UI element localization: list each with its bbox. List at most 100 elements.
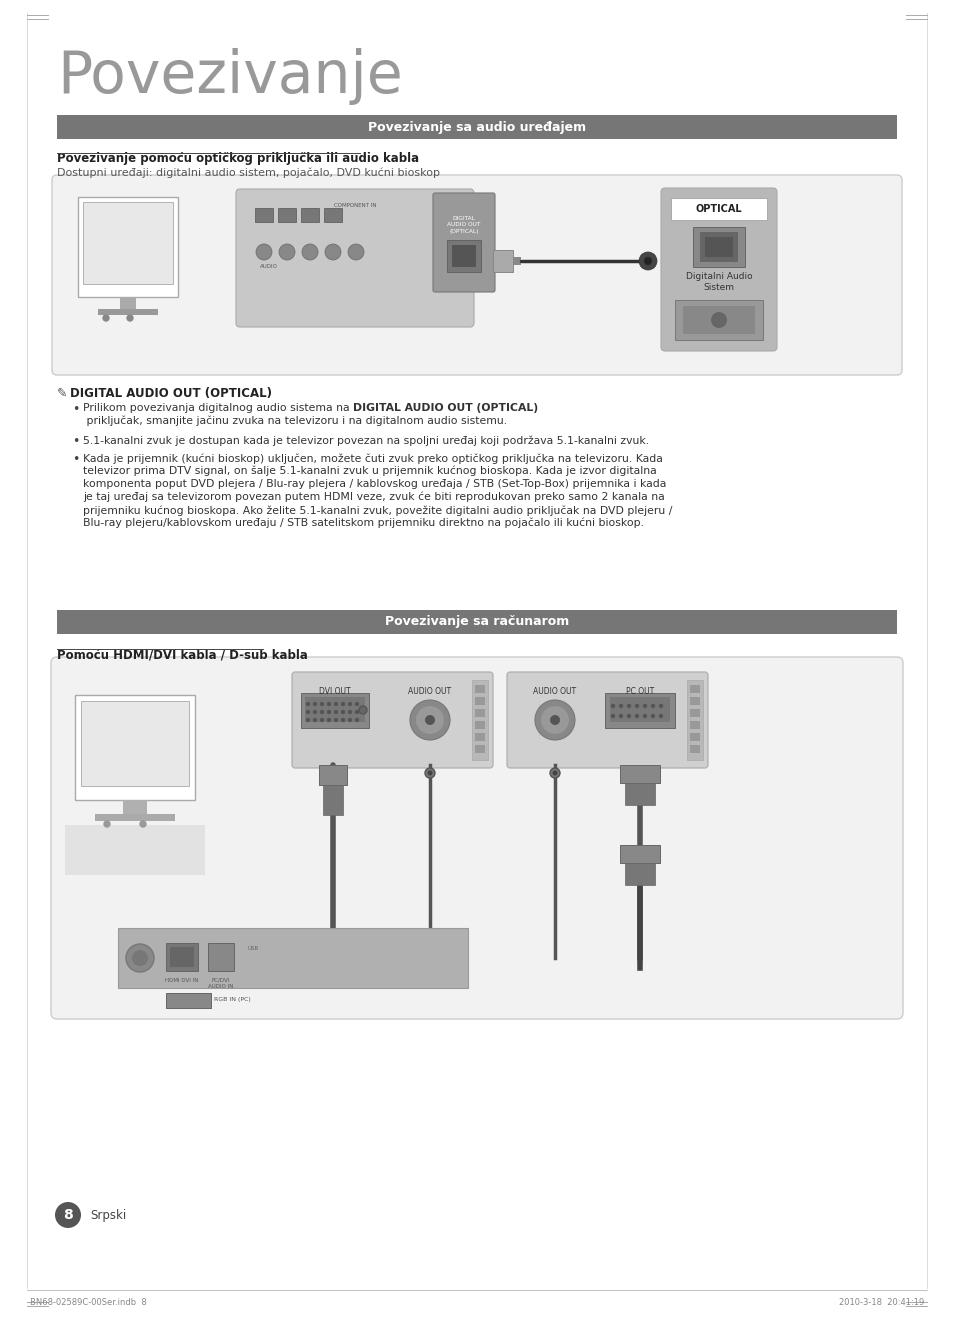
Circle shape [643,258,651,266]
Bar [318,765,347,785]
Bar [81,701,189,786]
Text: 2010-3-18  20:41:19: 2010-3-18 20:41:19 [838,1299,923,1306]
Bar [619,765,659,783]
Bar [686,680,702,760]
Circle shape [306,703,309,705]
Circle shape [314,711,316,713]
Bar [166,943,198,971]
Circle shape [535,700,575,740]
Circle shape [552,770,557,775]
Circle shape [635,704,638,708]
Bar [78,197,178,297]
Circle shape [127,314,132,321]
Circle shape [348,703,351,705]
Circle shape [278,244,294,260]
Text: AUDIO OUT: AUDIO OUT [533,687,576,696]
Circle shape [320,703,323,705]
Bar [689,697,700,705]
Text: OPTICAL: OPTICAL [695,203,741,214]
Circle shape [427,770,432,775]
Circle shape [320,711,323,713]
Text: DIGITAL AUDIO OUT (OPTICAL): DIGITAL AUDIO OUT (OPTICAL) [353,403,537,413]
Text: PC/DVI
AUDIO IN: PC/DVI AUDIO IN [208,978,233,989]
Text: Digitalni Audio
Sistem: Digitalni Audio Sistem [685,272,752,292]
Bar [493,250,513,272]
Bar [700,232,738,262]
Bar [301,694,369,728]
Text: Blu-ray plejeru/kablovskom uređaju / STB satelitskom prijemniku direktno na poja: Blu-ray plejeru/kablovskom uređaju / STB… [83,518,643,528]
Bar [324,207,341,222]
Bar [692,227,744,267]
Text: ✎: ✎ [57,387,68,400]
Bar [624,783,655,804]
FancyBboxPatch shape [292,672,493,768]
Bar [277,207,295,222]
Text: •: • [71,403,79,416]
Circle shape [639,252,657,269]
Text: 5.1-kanalni zvuk je dostupan kada je televizor povezan na spoljni uređaj koji po: 5.1-kanalni zvuk je dostupan kada je tel… [83,435,648,445]
Circle shape [327,703,330,705]
Text: AUDIO: AUDIO [260,264,277,269]
Text: DIGITAL AUDIO OUT (OPTICAL): DIGITAL AUDIO OUT (OPTICAL) [70,387,272,400]
Circle shape [651,704,654,708]
FancyBboxPatch shape [506,672,707,768]
Circle shape [550,768,559,778]
Circle shape [410,700,450,740]
Circle shape [550,715,559,725]
Circle shape [618,704,622,708]
Circle shape [643,704,646,708]
Circle shape [540,705,568,734]
Bar [475,721,484,729]
Circle shape [651,715,654,717]
Bar [609,697,669,723]
Bar [689,721,700,729]
Bar [475,686,484,694]
Bar [170,947,193,967]
Bar [689,733,700,741]
Circle shape [659,715,661,717]
Circle shape [627,715,630,717]
Circle shape [355,711,358,713]
Bar [57,115,896,139]
Bar [323,785,343,815]
Bar [475,745,484,753]
Circle shape [659,704,661,708]
Bar [305,697,365,723]
Bar [57,610,896,634]
Text: Kada je prijemnik (kućni bioskop) uključen, možete čuti zvuk preko optičkog prik: Kada je prijemnik (kućni bioskop) uključ… [83,453,662,464]
Circle shape [355,703,358,705]
FancyBboxPatch shape [433,193,495,292]
Text: Srpski: Srpski [90,1209,126,1222]
Circle shape [611,704,614,708]
Text: RGB IN (PC): RGB IN (PC) [213,997,251,1003]
Text: komponenta poput DVD plejera / Blu-ray plejera / kablovskog uređaja / STB (Set-T: komponenta poput DVD plejera / Blu-ray p… [83,480,666,489]
Text: prijemniku kućnog bioskopa. Ako želite 5.1-kanalni zvuk, povežite digitalni audi: prijemniku kućnog bioskopa. Ako želite 5… [83,505,672,515]
Circle shape [355,719,358,721]
Bar [452,244,476,267]
Circle shape [358,705,367,713]
Text: televizor prima DTV signal, on šalje 5.1-kanalni zvuk u prijemnik kućnog bioskop: televizor prima DTV signal, on šalje 5.1… [83,466,656,477]
Circle shape [306,711,309,713]
Bar [619,845,659,863]
Text: Povezivanje sa audio uređajem: Povezivanje sa audio uređajem [368,120,585,133]
Bar [624,863,655,885]
Circle shape [424,768,435,778]
Text: HDMI DVI IN: HDMI DVI IN [165,978,198,983]
Circle shape [341,719,344,721]
Circle shape [424,715,435,725]
Circle shape [314,703,316,705]
Circle shape [140,820,146,827]
Circle shape [611,715,614,717]
Bar [65,826,205,875]
Circle shape [320,719,323,721]
Bar [689,686,700,694]
Circle shape [627,704,630,708]
Circle shape [635,715,638,717]
Bar [118,927,468,988]
Bar [475,733,484,741]
Circle shape [416,705,443,734]
Bar [123,801,147,814]
Circle shape [306,719,309,721]
Bar [98,309,158,314]
Text: COMPONENT IN: COMPONENT IN [334,203,375,207]
